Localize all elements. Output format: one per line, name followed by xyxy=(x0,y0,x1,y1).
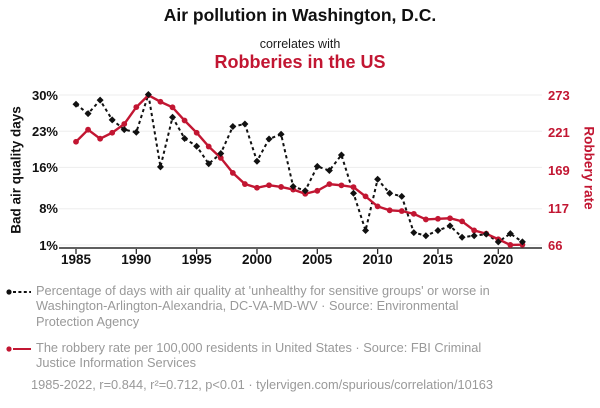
y-axis-left-tick-label: 8% xyxy=(39,201,58,217)
x-axis-tick-label: 1985 xyxy=(60,252,92,267)
y-axis-right-tick-label: 169 xyxy=(548,162,570,178)
x-axis-tick-label: 2010 xyxy=(362,252,393,267)
chart-title-secondary: Robberies in the US xyxy=(214,52,386,72)
y-axis-right-tick-label: 117 xyxy=(548,200,569,216)
x-axis-tick-label: 2015 xyxy=(422,252,453,267)
y-axis-left-tick-label: 23% xyxy=(31,123,58,139)
x-axis-tick-label: 2020 xyxy=(483,252,514,267)
x-axis-tick-label: 2005 xyxy=(302,252,333,267)
x-axis-tick-label: 1995 xyxy=(181,252,212,267)
red-solid-series-marker-icon xyxy=(6,346,31,352)
legend-item-robbery-rate: The robbery rate per 100,000 residents i… xyxy=(5,340,508,371)
stats-footnote: 1985-2022, r=0.844, r²=0.712, p<0.01 · t… xyxy=(31,377,494,392)
y-axis-right-title: Robbery rate xyxy=(581,126,597,210)
legend-item-label: Percentage of days with air quality at '… xyxy=(36,283,490,329)
x-axis-tick-label: 1990 xyxy=(121,252,152,267)
y-axis-right-tick-label: 273 xyxy=(548,87,570,103)
chart-subtitle: correlates with xyxy=(259,37,341,51)
chart-title: Air pollution in Washington, D.C. xyxy=(163,5,437,25)
legend-item-label: The robbery rate per 100,000 residents i… xyxy=(36,340,482,371)
y-axis-right-tick-label: 221 xyxy=(548,125,570,141)
y-axis-right-tick-label: 66 xyxy=(548,237,563,253)
y-axis-left-tick-label: 16% xyxy=(31,159,58,175)
x-axis-tick-label: 2000 xyxy=(241,252,272,267)
black-dashed-series-marker-icon xyxy=(6,289,31,295)
y-axis-left-tick-label: 1% xyxy=(39,237,58,253)
y-axis-left-title: Bad air quality days xyxy=(8,106,24,234)
y-axis-left-tick-label: 30% xyxy=(31,87,58,103)
legend-item-air-quality: Percentage of days with air quality at '… xyxy=(5,283,508,329)
